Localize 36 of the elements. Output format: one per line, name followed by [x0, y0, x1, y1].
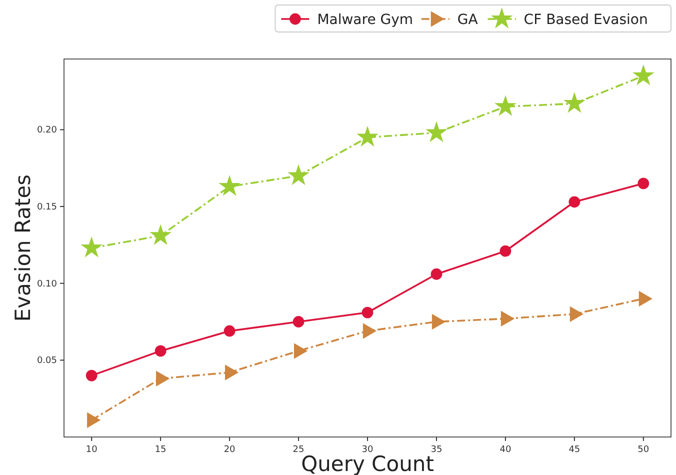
x-tick-label: 10	[86, 445, 98, 455]
point	[292, 316, 304, 328]
point	[638, 178, 650, 190]
point	[500, 245, 512, 257]
y-tick-label: 0.20	[36, 126, 58, 136]
point	[358, 126, 378, 146]
point	[430, 268, 442, 280]
y-tick-label: 0.05	[36, 356, 57, 366]
point	[220, 176, 240, 196]
y-tick-label: 0.10	[36, 279, 58, 290]
y-axis-title: Evasion Rates	[11, 174, 35, 322]
point	[288, 165, 308, 184]
legend-label: CF Based Evasion	[524, 12, 648, 28]
point	[496, 96, 516, 116]
x-tick-label: 45	[568, 445, 580, 455]
x-tick-label: 15	[154, 445, 166, 455]
point	[86, 370, 98, 382]
legend-label: GA	[457, 12, 478, 28]
point	[82, 238, 102, 257]
point	[154, 345, 166, 357]
point	[568, 196, 580, 208]
legend-label: Malware Gym	[317, 12, 414, 28]
x-tick-label: 30	[362, 445, 374, 455]
x-tick-label: 50	[638, 445, 650, 455]
point	[426, 122, 446, 142]
x-tick-label: 25	[292, 445, 304, 455]
point	[362, 306, 374, 318]
y-tick-label: 0.15	[36, 202, 57, 213]
x-tick-label: 40	[500, 445, 512, 455]
x-tick-label: 20	[224, 445, 236, 455]
point	[564, 93, 584, 112]
point	[224, 325, 236, 337]
x-tick-label: 35	[430, 445, 442, 455]
x-axis-title: Query Count	[301, 452, 434, 475]
point	[150, 225, 170, 244]
point	[633, 66, 654, 84]
